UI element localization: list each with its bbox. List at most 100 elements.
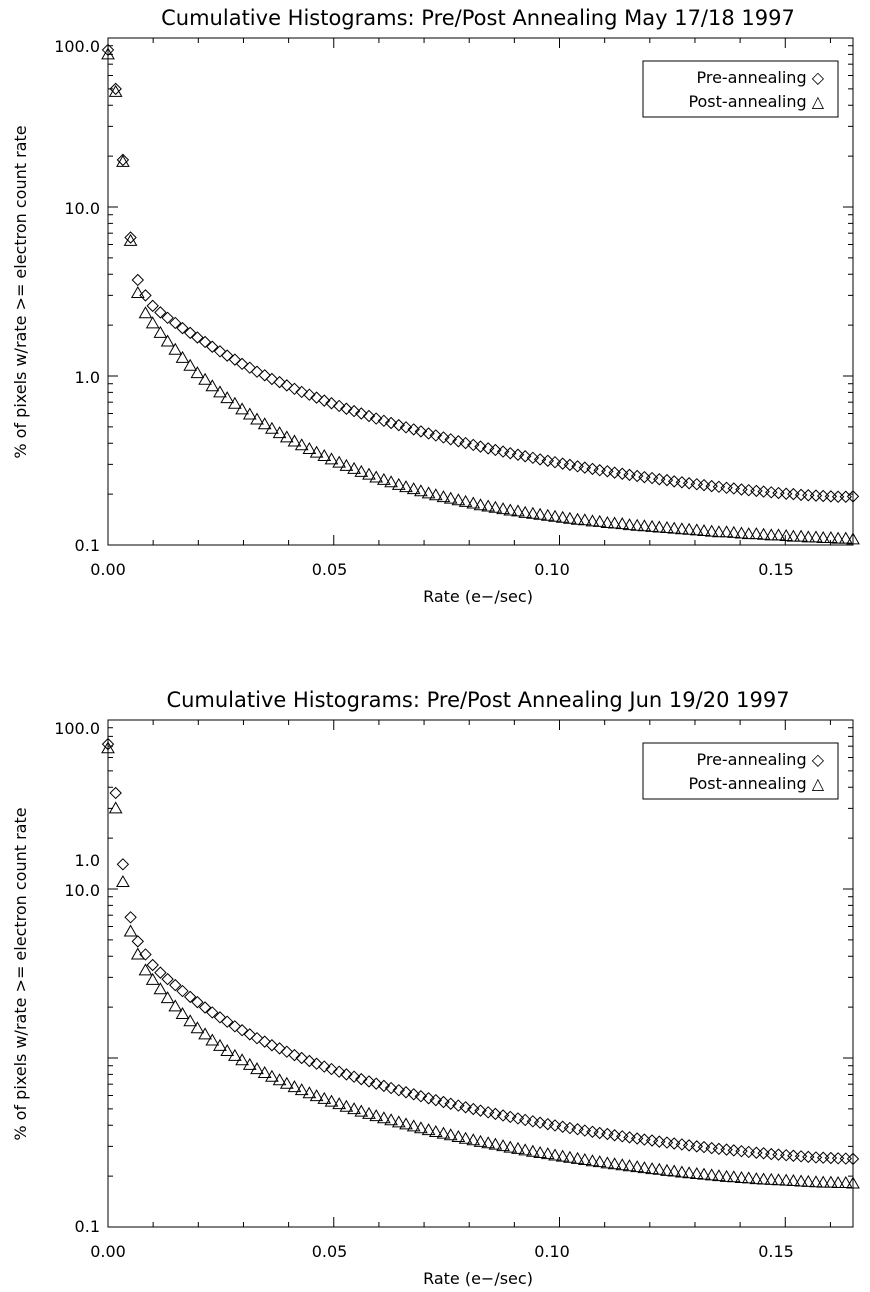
pre-annealing-point: [131, 935, 145, 948]
post-annealing-point: [630, 518, 645, 531]
post-annealing-point: [689, 523, 704, 536]
legend-box: [642, 742, 839, 800]
pre-annealing-point: [369, 412, 383, 425]
pre-annealing-point: [533, 453, 547, 466]
post-annealing-point: [458, 494, 473, 507]
pre-annealing-point: [250, 365, 264, 378]
pre-annealing-point: [265, 372, 279, 386]
pre-annealing-point: [518, 1113, 532, 1127]
post-annealing-point: [831, 531, 845, 544]
post-annealing-point: [645, 519, 659, 532]
pre-annealing-point: [601, 465, 614, 478]
legend-entry-pre: Pre-annealing ◇: [696, 750, 824, 769]
data-markers: [101, 737, 860, 1189]
pre-annealing-point: [377, 1079, 391, 1093]
post-annealing-point: [302, 1086, 317, 1099]
post-annealing-point: [272, 426, 287, 439]
post-annealing-point: [466, 1133, 481, 1146]
post-annealing-point: [570, 512, 585, 525]
post-annealing-point: [726, 525, 741, 538]
pre-annealing-point: [220, 349, 234, 362]
pre-annealing-point: [213, 345, 227, 358]
post-annealing-point: [682, 522, 696, 535]
post-annealing-point: [458, 1131, 473, 1144]
post-annealing-point: [779, 1173, 794, 1186]
post-annealing-point: [555, 1149, 570, 1162]
post-annealing-point: [324, 1094, 339, 1107]
legend-entry-post: Post-annealing △: [688, 774, 824, 793]
post-annealing-point: [622, 1159, 637, 1172]
pre-annealing-point: [124, 231, 137, 244]
legend: Pre-annealing ◇ Post-annealing △: [642, 60, 839, 118]
pre-annealing-point: [422, 1092, 435, 1105]
post-annealing-point: [563, 511, 577, 524]
pre-annealing-point: [750, 484, 763, 498]
plot-frame: [107, 37, 854, 546]
post-annealing-point: [675, 1165, 689, 1178]
pre-annealing-point: [735, 1144, 748, 1158]
post-annealing-point: [436, 1126, 451, 1139]
pre-annealing-point: [243, 1028, 256, 1041]
pre-annealing-point: [258, 1035, 271, 1048]
post-annealing-point: [220, 391, 235, 404]
post-annealing-point: [660, 1163, 674, 1176]
pre-annealing-point: [459, 436, 472, 450]
pre-annealing-point: [325, 1062, 338, 1076]
pre-annealing-point: [191, 331, 204, 344]
pre-annealing-point: [422, 427, 435, 440]
pre-annealing-point: [377, 414, 391, 428]
pre-annealing-point: [474, 1104, 487, 1117]
pre-annealing-point: [645, 1134, 659, 1147]
post-annealing-point: [712, 1169, 726, 1182]
post-annealing-point: [518, 1143, 533, 1156]
post-annealing-point: [294, 438, 309, 451]
post-annealing-point: [198, 1027, 212, 1040]
post-annealing-point: [123, 233, 138, 246]
pre-annealing-point: [288, 1048, 301, 1062]
post-annealing-point: [183, 1014, 198, 1027]
post-annealing-point: [130, 285, 145, 298]
pre-annealing-point: [660, 1136, 674, 1149]
pre-annealing-point: [667, 475, 681, 488]
pre-annealing-point: [273, 1042, 286, 1055]
pre-annealing-point: [444, 1097, 457, 1110]
pre-annealing-point: [839, 490, 852, 503]
post-annealing-point: [428, 488, 443, 501]
pre-annealing-point: [139, 948, 152, 961]
pre-annealing-point: [310, 391, 323, 404]
pre-annealing-point: [399, 421, 413, 434]
pre-annealing-point: [362, 1075, 376, 1088]
y-tick-label: 0.1: [75, 536, 100, 555]
y-tick-label: 10.0: [64, 199, 100, 218]
pre-annealing-point: [392, 418, 405, 432]
pre-annealing-point: [846, 1152, 860, 1166]
post-annealing-point: [697, 524, 711, 537]
post-annealing-point: [421, 486, 436, 499]
pre-annealing-point: [332, 399, 346, 413]
pre-annealing-point: [303, 1054, 316, 1068]
post-annealing-point: [250, 412, 264, 425]
pre-annealing-point: [675, 476, 689, 489]
pre-annealing-point: [198, 1001, 212, 1014]
legend-entry-post: Post-annealing △: [688, 92, 824, 111]
post-annealing-point: [496, 502, 510, 515]
post-annealing-point: [622, 518, 637, 531]
post-annealing-point: [660, 521, 674, 534]
post-annealing-point: [779, 529, 794, 542]
post-annealing-point: [466, 496, 481, 509]
pre-annealing-point: [355, 1072, 368, 1086]
post-annealing-point: [816, 530, 831, 544]
post-annealing-point: [168, 999, 183, 1012]
post-annealing-point: [749, 1172, 764, 1185]
y-tick-label: 100.0: [54, 719, 100, 738]
pre-annealing-point: [660, 473, 674, 487]
post-annealing-point: [391, 477, 406, 490]
post-annealing-point: [198, 372, 212, 385]
pre-annealing-point: [712, 1142, 726, 1156]
pre-annealing-point: [563, 458, 577, 472]
post-annealing-point: [347, 1102, 361, 1115]
pre-annealing-point: [414, 425, 428, 438]
pre-annealing-point: [392, 1083, 405, 1097]
pre-annealing-point: [571, 1123, 584, 1136]
y-axis-label: % of pixels w/rate >= electron count rat…: [11, 125, 30, 458]
